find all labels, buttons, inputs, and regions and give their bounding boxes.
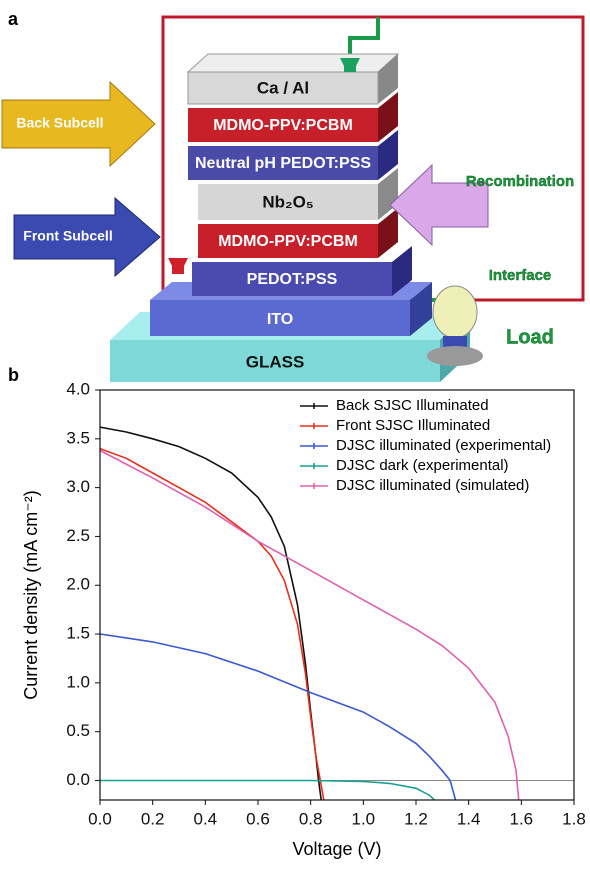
- y-tick-label: 1.0: [66, 672, 90, 691]
- legend-label: Front SJSC Illuminated: [336, 417, 490, 434]
- series-line: [100, 449, 324, 800]
- x-tick-label: 1.0: [352, 809, 376, 828]
- legend-label: Back SJSC Illuminated: [336, 397, 489, 414]
- y-tick-label: 0.0: [66, 770, 90, 789]
- series-line: [100, 451, 519, 801]
- x-tick-label: 0.6: [246, 809, 270, 828]
- series-line: [100, 634, 456, 800]
- y-tick-label: 2.0: [66, 575, 90, 594]
- y-tick-label: 3.5: [66, 428, 90, 447]
- panel-label: a: [8, 9, 19, 29]
- x-tick-label: 0.8: [299, 809, 323, 828]
- y-tick-label: 3.0: [66, 477, 90, 496]
- x-tick-label: 1.8: [562, 809, 586, 828]
- layer-label: Nb₂O₅: [262, 192, 313, 211]
- figure: a GLASS ITO PEDOT:PSS MDMO-PPV:PCBM Nb₂O…: [0, 0, 590, 873]
- annotation: Recombination: [466, 173, 574, 190]
- y-axis-label: Current density (mA cm⁻²): [21, 490, 41, 700]
- layer-label: ITO: [267, 311, 293, 328]
- x-tick-label: 1.4: [457, 809, 481, 828]
- x-tick-label: 1.2: [404, 809, 428, 828]
- x-tick-label: 0.0: [88, 809, 112, 828]
- annotation: Interface: [489, 267, 552, 284]
- top-face: [188, 54, 398, 72]
- contact: [168, 258, 188, 274]
- top-wire: [350, 17, 378, 55]
- layer-label: PEDOT:PSS: [247, 271, 338, 288]
- panel-label: b: [8, 365, 19, 385]
- x-tick-label: 0.4: [194, 809, 218, 828]
- legend-label: DJSC dark (experimental): [336, 457, 509, 474]
- plot: 0.0 0.5 1.0 1.5 2.0 2.5 3.0 3.5 4.0 0.0 0.2 0.4 0.6 0…: [21, 379, 586, 858]
- layer-label: MDMO-PPV:PCBM: [218, 233, 358, 250]
- bulb: [433, 286, 477, 338]
- x-tick-label: 1.6: [510, 809, 534, 828]
- layer-label: Neutral pH PEDOT:PSS: [195, 155, 371, 172]
- x-tick-label: 0.2: [141, 809, 165, 828]
- legend-label: DJSC illuminated (experimental): [336, 437, 551, 454]
- bulb-stand: [427, 346, 483, 366]
- arrow-label: Back Subcell: [16, 115, 103, 131]
- legend-label: DJSC illuminated (simulated): [336, 477, 529, 494]
- series-line: [100, 427, 321, 800]
- series-line: [100, 781, 434, 801]
- y-tick-label: 0.5: [66, 721, 90, 740]
- y-tick-label: 1.5: [66, 624, 90, 643]
- layer-label: GLASS: [246, 352, 305, 371]
- layer-label: MDMO-PPV:PCBM: [213, 117, 353, 134]
- y-tick-label: 2.5: [66, 526, 90, 545]
- annotation: Load: [506, 326, 554, 348]
- layer-label: Ca / Al: [257, 78, 309, 97]
- x-axis-label: Voltage (V): [292, 839, 381, 859]
- arrow-label: Front Subcell: [23, 228, 112, 244]
- y-tick-label: 4.0: [66, 379, 90, 398]
